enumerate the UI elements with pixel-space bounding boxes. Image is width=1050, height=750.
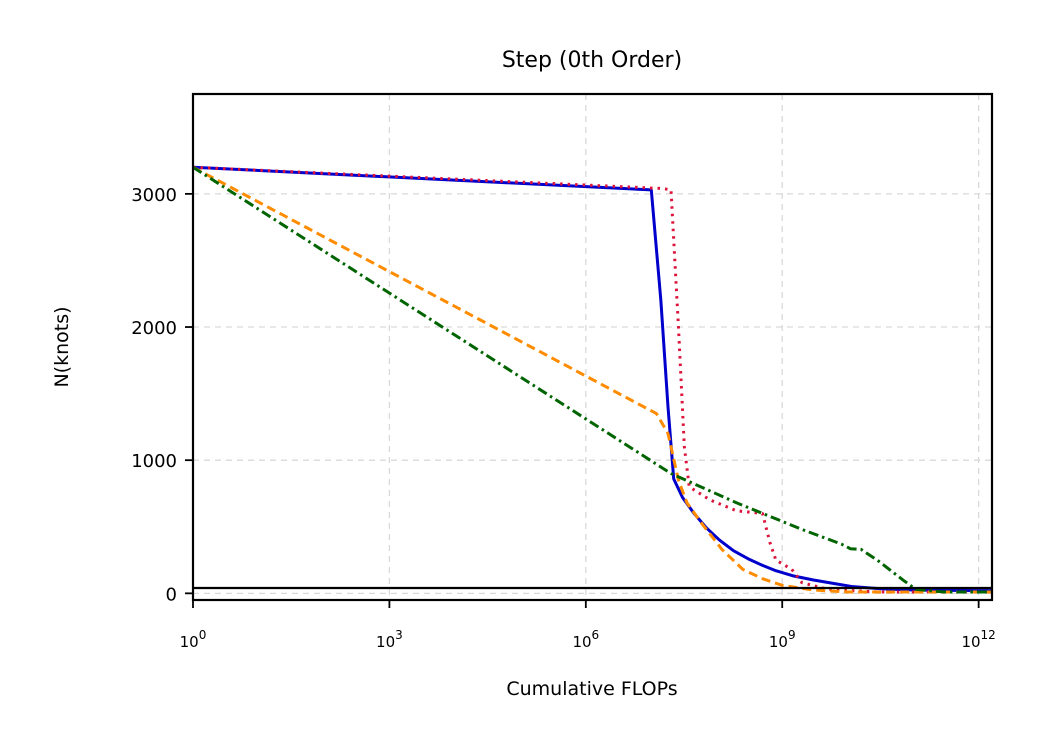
x-tick-label: 1012 (961, 628, 995, 651)
y-tick-label: 2000 (131, 318, 177, 339)
series-line-3 (193, 165, 992, 594)
series-group (193, 165, 992, 594)
y-tick-label: 3000 (131, 185, 177, 206)
x-tick-label: 100 (180, 628, 207, 651)
y-tick-label: 1000 (131, 451, 177, 472)
y-axis-label: N(knots) (51, 306, 73, 387)
y-axis-ticks: 0 1000 2000 3000 (131, 185, 193, 605)
series-line-2 (193, 165, 992, 594)
chart-title: Step (0th Order) (502, 48, 682, 73)
y-tick-label: 0 (166, 584, 177, 605)
x-axis-label: Cumulative FLOPs (506, 678, 677, 700)
grid (192, 94, 992, 600)
x-tick-label: 106 (572, 628, 599, 651)
plot-frame (191, 92, 994, 602)
x-tick-label: 103 (376, 628, 403, 651)
series-line-4 (193, 165, 992, 594)
x-axis-ticks: 100 103 106 109 1012 (180, 600, 996, 651)
x-tick-label: 109 (769, 628, 796, 651)
